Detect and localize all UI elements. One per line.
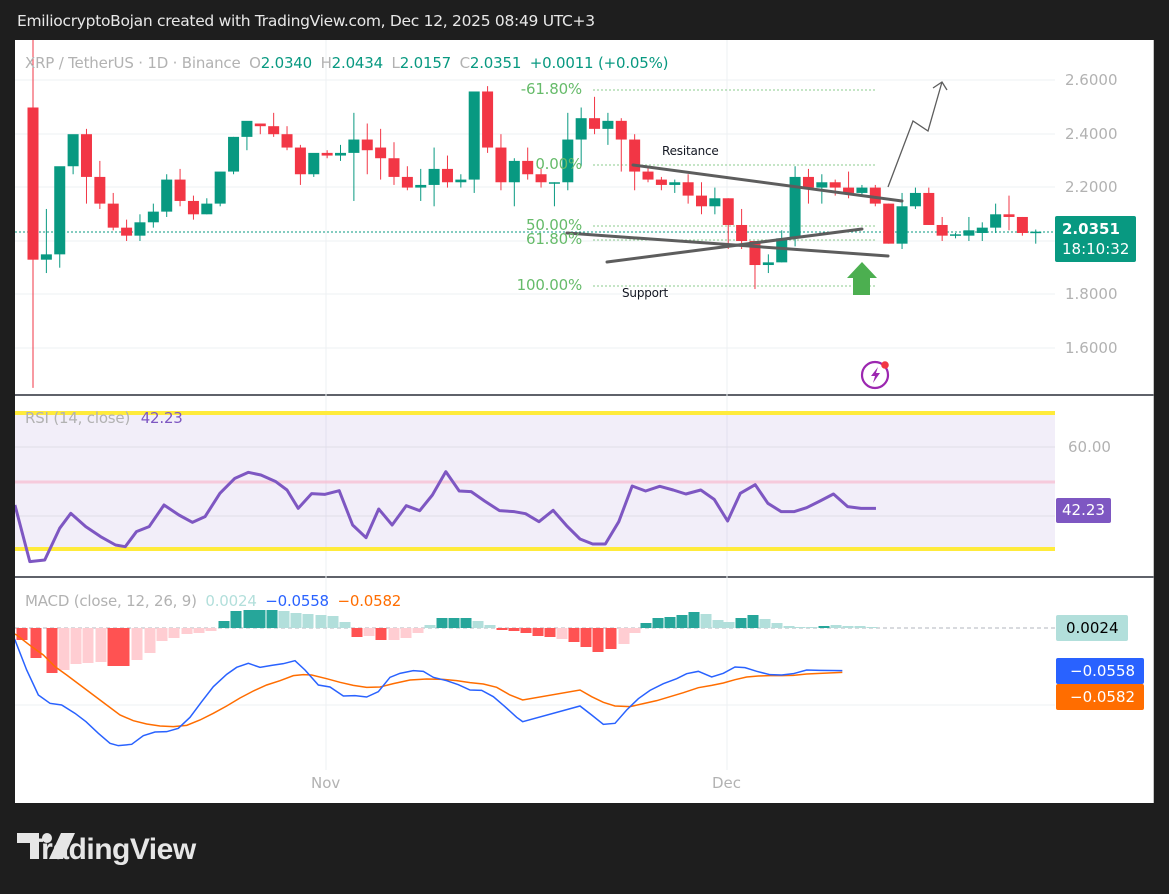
bar-countdown: 18:10:32: [1062, 240, 1130, 258]
chart-canvas[interactable]: [15, 40, 1154, 803]
macd-signal-tag: −0.0582: [1056, 684, 1145, 710]
rsi-title: RSI (14, close): [25, 409, 131, 427]
time-label-dec: Dec: [712, 774, 742, 792]
macd-title: MACD (close, 12, 26, 9): [25, 592, 197, 610]
rsi-axis-60: 60.00: [1068, 438, 1111, 456]
macd-hist-tag: 0.0024: [1056, 615, 1128, 641]
fib-level-label[interactable]: 50.00%: [526, 216, 582, 234]
resistance-label[interactable]: Resitance: [662, 144, 719, 158]
open-label: O: [249, 54, 261, 72]
rsi-value: 42.23: [140, 409, 183, 427]
price-axis-tick: 2.4000: [1065, 125, 1118, 143]
change-value: +0.0011 (+0.05%): [529, 54, 669, 72]
rsi-legend[interactable]: RSI (14, close) 42.23: [25, 409, 183, 427]
macd-line-value: −0.0558: [265, 592, 329, 610]
close-label: C: [459, 54, 470, 72]
macd-hist-value: 0.0024: [205, 592, 257, 610]
high-value: 2.0434: [331, 54, 383, 72]
low-label: L: [391, 54, 400, 72]
price-axis-tick: 2.2000: [1065, 178, 1118, 196]
rsi-value-tag: 42.23: [1056, 498, 1111, 523]
support-label[interactable]: Support: [622, 286, 669, 300]
fib-level-label[interactable]: 0.00%: [535, 155, 582, 173]
high-label: H: [320, 54, 332, 72]
last-price: 2.0351: [1062, 220, 1120, 238]
low-value: 2.0157: [399, 54, 452, 72]
tradingview-logo[interactable]: TradingView: [17, 833, 196, 867]
fib-level-label[interactable]: -61.80%: [520, 80, 582, 98]
fib-level-label[interactable]: 61.80%: [526, 230, 582, 248]
close-value: 2.0351: [469, 54, 522, 72]
open-value: 2.0340: [260, 54, 312, 72]
macd-signal-value: −0.0582: [337, 592, 402, 610]
macd-legend[interactable]: MACD (close, 12, 26, 9) 0.0024 −0.0558 −…: [25, 592, 401, 610]
symbol-legend: XRP / TetherUS · 1D · Binance O2.0340 H2…: [25, 54, 668, 72]
tradingview-logo-icon: [17, 833, 75, 859]
chart-caption: EmiliocryptoBojan created with TradingVi…: [17, 12, 595, 30]
price-axis-tick: 1.6000: [1065, 339, 1118, 357]
time-label-nov: Nov: [311, 774, 341, 792]
price-axis-tick: 1.8000: [1065, 285, 1118, 303]
last-price-tag: 2.0351 18:10:32: [1055, 216, 1137, 262]
fib-level-label[interactable]: 100.00%: [516, 276, 583, 294]
symbol-name[interactable]: XRP / TetherUS · 1D · Binance: [25, 54, 241, 72]
chart-panel[interactable]: XRP / TetherUS · 1D · Binance O2.0340 H2…: [15, 40, 1154, 803]
macd-line-tag: −0.0558: [1056, 658, 1145, 684]
flash-alert-icon[interactable]: [860, 358, 892, 390]
price-axis-tick: 2.6000: [1065, 71, 1118, 89]
